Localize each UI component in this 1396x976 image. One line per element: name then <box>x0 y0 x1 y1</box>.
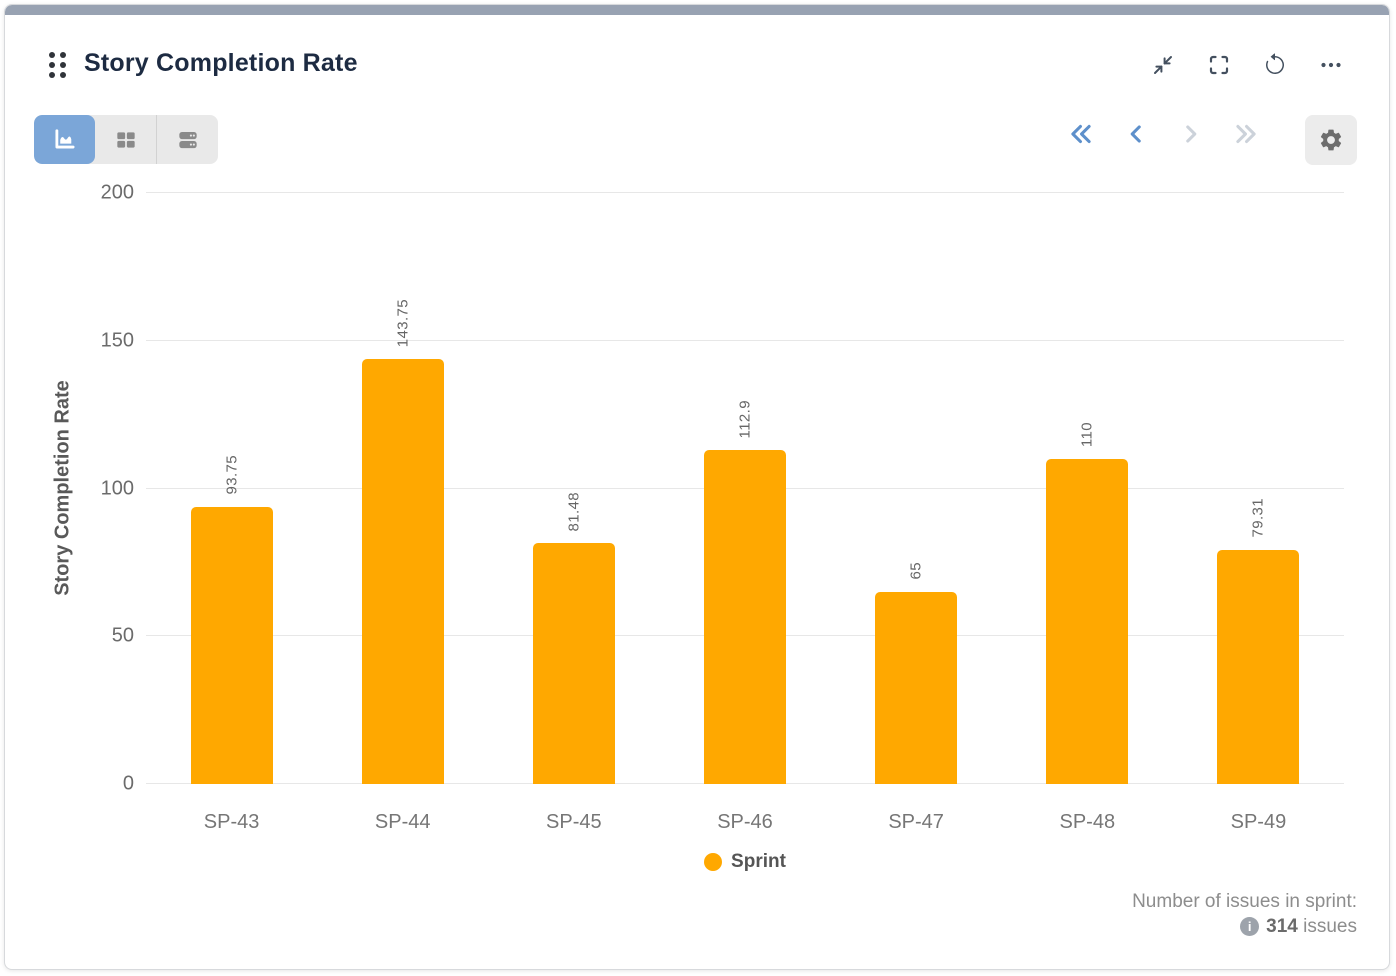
bar-SP-43[interactable] <box>190 506 273 784</box>
view-divider <box>156 115 157 164</box>
x-tick-label: SP-44 <box>374 811 431 833</box>
bar-value-label: 112.9 <box>736 399 754 439</box>
more-menu-icon[interactable] <box>1319 53 1343 77</box>
bar-value-label: 81.48 <box>565 491 583 532</box>
settings-button[interactable] <box>1305 115 1357 165</box>
table-icon <box>116 131 135 148</box>
collapse-icon[interactable] <box>1151 53 1175 77</box>
bar-SP-46[interactable] <box>704 450 786 784</box>
story-completion-widget: Story Completion Rate <box>4 4 1390 970</box>
bar-value-label: 143.75 <box>394 298 412 348</box>
footer-label: Number of issues in sprint: <box>1132 891 1357 912</box>
legend-label: Sprint <box>731 851 786 872</box>
bar-SP-47[interactable] <box>875 591 958 784</box>
area-chart-icon <box>54 128 75 148</box>
y-tick-label: 50 <box>111 624 134 647</box>
x-tick-label: SP-46 <box>717 811 773 833</box>
bar-SP-49[interactable] <box>1217 549 1300 784</box>
x-tick-label: SP-43 <box>203 811 260 833</box>
bar-value-label: 93.75 <box>223 455 241 495</box>
x-tick-label: SP-48 <box>1059 811 1116 833</box>
next-page-button <box>1178 121 1204 147</box>
bar-SP-48[interactable] <box>1046 458 1129 784</box>
fullscreen-icon[interactable] <box>1207 53 1231 77</box>
drag-handle-icon[interactable] <box>49 52 66 78</box>
widget-title: Story Completion Rate <box>84 49 358 77</box>
list-view-button[interactable] <box>157 115 218 164</box>
view-switcher <box>34 115 218 164</box>
chart-view-button[interactable] <box>34 115 95 164</box>
x-tick-label: SP-45 <box>546 811 602 833</box>
legend-dot <box>704 853 723 871</box>
y-axis-labels: 0 50 100 150 200 <box>60 182 134 795</box>
pagination <box>1068 121 1259 147</box>
legend-item-sprint[interactable]: Sprint <box>704 851 786 873</box>
footer-note: Number of issues in sprint: i 314 issues <box>1132 889 1357 939</box>
y-tick-label: 200 <box>100 181 134 204</box>
gear-icon <box>1320 129 1342 151</box>
issue-count: 314 <box>1266 916 1298 937</box>
gridline <box>146 339 1344 341</box>
double-chevron-right-icon <box>1236 124 1256 144</box>
y-tick-label: 100 <box>100 477 134 499</box>
rows-icon <box>178 131 197 148</box>
double-chevron-left-icon <box>1071 124 1091 144</box>
bar-SP-45[interactable] <box>532 543 615 784</box>
info-icon: i <box>1240 917 1260 936</box>
bar-value-label: 79.31 <box>1249 498 1267 538</box>
first-page-button[interactable] <box>1068 121 1094 147</box>
bar-SP-44[interactable] <box>361 359 444 784</box>
table-view-button[interactable] <box>95 115 156 164</box>
x-tick-label: SP-47 <box>888 811 944 833</box>
gridline <box>146 192 1344 193</box>
plot-area: 93.75 143.75 81.48 112.9 65 110 79.31 <box>146 192 1344 784</box>
x-tick-label: SP-49 <box>1230 811 1287 833</box>
x-axis-labels: SP-43 SP-44 SP-45 SP-46 SP-47 SP-48 SP-49 <box>146 811 1344 839</box>
bar-value-label: 110 <box>1078 421 1096 447</box>
chevron-left-icon <box>1130 125 1141 143</box>
y-tick-label: 0 <box>122 772 134 795</box>
chevron-right-icon <box>1186 125 1197 143</box>
issue-count-suffix: issues <box>1303 916 1357 937</box>
widget-accent-bar <box>5 5 1389 15</box>
last-page-button <box>1233 121 1259 147</box>
bar-value-label: 65 <box>907 562 925 580</box>
prev-page-button[interactable] <box>1123 121 1149 147</box>
refresh-icon[interactable] <box>1263 53 1287 77</box>
header-actions <box>1151 53 1343 77</box>
y-tick-label: 150 <box>100 329 134 352</box>
chart-legend: Sprint <box>146 851 1344 873</box>
